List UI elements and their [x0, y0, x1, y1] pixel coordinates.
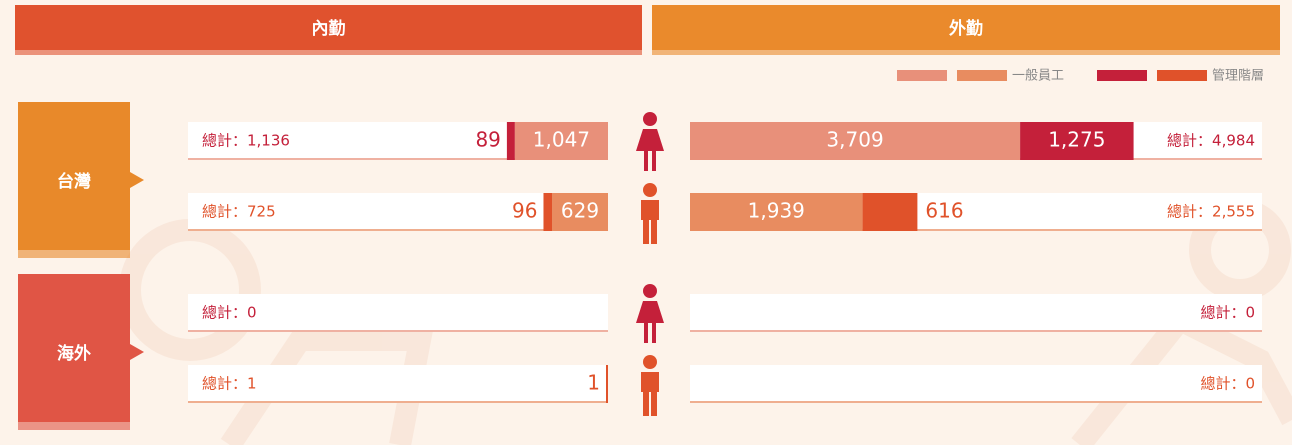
row-total: 總計：1,136 — [202, 132, 290, 150]
region-box — [18, 274, 130, 422]
row-total: 總計：2,555 — [1167, 203, 1255, 221]
row-background — [188, 365, 608, 403]
row-underline — [690, 229, 1262, 231]
region-box-strip — [18, 250, 130, 258]
legend-swatch — [897, 70, 947, 81]
bar-label: 629 — [561, 199, 599, 223]
person-body — [636, 129, 664, 171]
bar-label: 89 — [475, 128, 500, 152]
region-arrow — [130, 172, 144, 188]
legend-label: 管理階層 — [1212, 69, 1264, 84]
bar-segment — [690, 122, 1021, 160]
bar-label: 96 — [512, 199, 537, 223]
person-body — [641, 372, 659, 416]
column-header-label: 外勤 — [949, 18, 983, 39]
row-underline — [188, 229, 608, 231]
bar-segment — [543, 193, 553, 231]
column-header-label: 內勤 — [312, 19, 346, 39]
bar-segment — [606, 365, 608, 403]
person-head — [643, 183, 657, 197]
bar-label: 1 — [587, 371, 600, 395]
person-head — [643, 284, 657, 298]
bar-segment — [506, 122, 515, 160]
bar-label: 3,709 — [826, 128, 883, 152]
bar-label: 616 — [925, 199, 963, 223]
person-body — [641, 200, 659, 244]
column-header-strip — [15, 50, 642, 55]
bar-segment — [862, 193, 918, 231]
row-total: 總計：0 — [202, 304, 257, 322]
region-box — [18, 102, 130, 250]
row-total: 總計：725 — [202, 203, 276, 221]
legend-label: 一般員工 — [1012, 68, 1064, 84]
row-underline — [188, 401, 608, 403]
bar-label: 1,275 — [1048, 128, 1105, 152]
row-total: 總計：1 — [202, 375, 257, 393]
legend-swatch — [1097, 70, 1147, 81]
bar-label: 1,047 — [533, 128, 590, 152]
person-head — [643, 112, 657, 126]
bar-segment — [1020, 122, 1134, 160]
row-underline — [188, 330, 608, 332]
column-header — [15, 5, 642, 50]
row-background — [188, 193, 608, 231]
row-underline — [690, 401, 1262, 403]
row-total: 總計：4,984 — [1167, 132, 1255, 150]
row-underline — [188, 158, 608, 160]
row-total: 總計：0 — [1200, 375, 1255, 393]
person-head — [643, 355, 657, 369]
bar-segment — [552, 193, 608, 231]
row-total: 總計：0 — [1200, 304, 1255, 322]
region-arrow — [130, 344, 144, 360]
column-header-strip — [652, 50, 1280, 55]
region-label: 台灣 — [57, 171, 91, 192]
row-underline — [690, 330, 1262, 332]
bar-segment — [514, 122, 608, 160]
row-background — [690, 365, 1262, 403]
person-body — [636, 301, 664, 343]
region-box-strip — [18, 422, 130, 430]
column-header — [652, 5, 1280, 50]
bar-segment — [690, 193, 863, 231]
legend-swatch — [1157, 70, 1207, 81]
legend-swatch — [957, 70, 1007, 81]
region-label: 海外 — [57, 343, 91, 364]
row-background — [188, 294, 608, 332]
bar-label: 1,939 — [748, 199, 805, 223]
row-background — [690, 294, 1262, 332]
